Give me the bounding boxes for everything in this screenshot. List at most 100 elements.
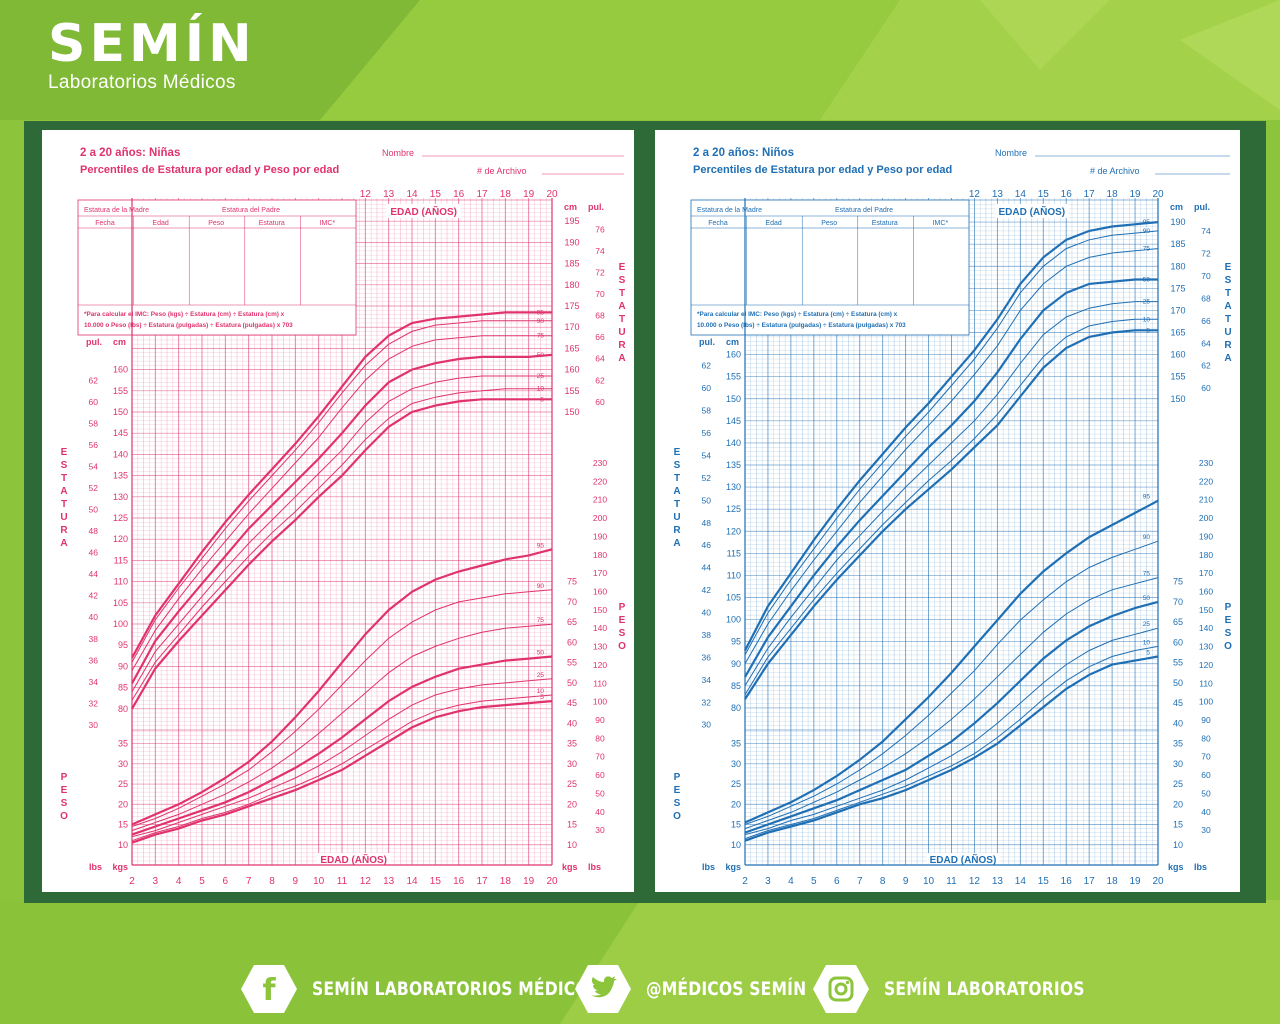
stature-inch-tick: 58 bbox=[702, 406, 712, 416]
weight-tick-left: 35 bbox=[731, 739, 741, 749]
weight-side-label-right: S bbox=[619, 628, 626, 639]
weight-side-label-right: E bbox=[619, 615, 626, 626]
stature-side-label: R bbox=[673, 525, 681, 536]
weight-side-label: S bbox=[61, 798, 68, 809]
table-column-header: Peso bbox=[821, 220, 837, 227]
table-column-header: IMC* bbox=[933, 220, 949, 227]
unit-lb-right: lbs bbox=[1194, 862, 1207, 872]
stature-inch-tick-right: 66 bbox=[595, 332, 605, 342]
age-tick-bottom: 16 bbox=[453, 876, 465, 887]
stature-tick-left: 140 bbox=[113, 449, 128, 459]
twitter-link[interactable]: @MÉDICOS SEMÍN bbox=[574, 958, 841, 1020]
weight-tick-right: 40 bbox=[567, 718, 577, 728]
stature-side-label: U bbox=[60, 512, 67, 523]
age-tick-bottom: 17 bbox=[1084, 876, 1096, 887]
stature-tick-left: 105 bbox=[113, 598, 128, 608]
stature-side-label: A bbox=[673, 538, 680, 549]
weight-tick-right: 45 bbox=[567, 698, 577, 708]
weight-side-label-right: P bbox=[619, 602, 626, 613]
stature-tick-left: 95 bbox=[731, 637, 741, 647]
stature-tick-right: 185 bbox=[564, 259, 579, 269]
age-tick-bottom: 4 bbox=[788, 876, 794, 887]
weight-tick-left: 10 bbox=[118, 840, 128, 850]
stature-percentile-label: 95 bbox=[1143, 219, 1151, 226]
stature-inch-tick: 62 bbox=[702, 361, 712, 371]
stature-inch-tick: 32 bbox=[89, 698, 99, 708]
stature-tick-left: 160 bbox=[726, 350, 741, 360]
footer-social-bar: f SEMÍN LABORATORIOS MÉDICOS @MÉDICOS SE… bbox=[0, 958, 1280, 1020]
stature-tick-left: 130 bbox=[726, 482, 741, 492]
weight-curve-p95 bbox=[131, 548, 553, 826]
stature-inch-tick: 46 bbox=[702, 540, 712, 550]
stature-tick-right: 195 bbox=[564, 216, 579, 226]
age-tick-bottom: 2 bbox=[742, 876, 748, 887]
facebook-link[interactable]: f SEMÍN LABORATORIOS MÉDICOS bbox=[240, 958, 663, 1020]
age-tick-top: 15 bbox=[430, 189, 442, 200]
weight-side-label: P bbox=[61, 772, 68, 783]
stature-percentile-label: 75 bbox=[537, 333, 545, 340]
age-tick-top: 19 bbox=[1129, 189, 1141, 200]
age-tick-bottom: 5 bbox=[199, 876, 205, 887]
stature-inch-tick: 50 bbox=[89, 505, 99, 515]
weight-percentile-label: 50 bbox=[537, 650, 545, 657]
weight-side-label-right: O bbox=[618, 641, 626, 652]
weight-side-label-right: P bbox=[1225, 602, 1232, 613]
unit-lb-right: lbs bbox=[588, 862, 601, 872]
age-tick-bottom: 19 bbox=[1129, 876, 1141, 887]
unit-lb-left: lbs bbox=[702, 862, 715, 872]
stature-tick-left: 100 bbox=[726, 615, 741, 625]
weight-lb-tick: 50 bbox=[1201, 788, 1211, 798]
table-column-header: IMC* bbox=[320, 220, 336, 227]
info-table bbox=[690, 199, 970, 336]
stature-tick-left: 110 bbox=[727, 570, 741, 580]
stature-inch-tick: 52 bbox=[702, 473, 712, 483]
stature-inch-tick-right: 62 bbox=[1201, 361, 1211, 371]
stature-tick-right: 190 bbox=[1170, 217, 1185, 227]
weight-lb-tick: 110 bbox=[1199, 678, 1213, 688]
stature-side-label-right: S bbox=[619, 275, 626, 286]
age-tick-bottom: 20 bbox=[546, 876, 558, 887]
stature-inch-tick: 48 bbox=[89, 526, 99, 536]
stature-percentile-label: 75 bbox=[1143, 246, 1151, 253]
weight-curve-p10 bbox=[131, 694, 553, 842]
stature-inch-tick-right: 74 bbox=[1201, 226, 1211, 236]
weight-tick-right: 55 bbox=[567, 658, 577, 668]
weight-lb-tick: 40 bbox=[1201, 807, 1211, 817]
stature-tick-left: 115 bbox=[727, 548, 741, 558]
instagram-link[interactable]: SEMÍN LABORATORIOS bbox=[812, 958, 1129, 1020]
weight-curve-p25 bbox=[131, 678, 553, 838]
stature-tick-left: 145 bbox=[726, 416, 741, 426]
stature-inch-tick: 36 bbox=[89, 655, 99, 665]
weight-curve-p10 bbox=[744, 645, 1159, 840]
boys-growth-chart: Estatura de la Madre Estatura del Padre Fe… bbox=[655, 130, 1240, 892]
weight-lb-tick: 170 bbox=[1199, 568, 1213, 578]
stature-curve-p50 bbox=[131, 353, 553, 684]
stature-tick-right: 155 bbox=[564, 386, 579, 396]
weight-lb-tick: 220 bbox=[1199, 476, 1213, 486]
weight-tick-right: 30 bbox=[567, 759, 577, 769]
weight-lb-tick: 90 bbox=[1201, 715, 1211, 725]
stature-side-label-right: T bbox=[619, 314, 625, 325]
age-tick-bottom: 7 bbox=[857, 876, 863, 887]
age-tick-bottom: 8 bbox=[269, 876, 275, 887]
bmi-note-1: *Para calcular el IMC: Peso (kgs) ÷ Esta… bbox=[84, 311, 285, 318]
weight-lb-tick: 130 bbox=[1199, 642, 1213, 652]
growth-chart-svg: Estatura de la Madre Estatura del Padre Fe… bbox=[60, 147, 626, 887]
age-tick-bottom: 3 bbox=[153, 876, 159, 887]
stature-tick-left: 125 bbox=[726, 504, 741, 514]
stature-percentile-label: 50 bbox=[1143, 277, 1151, 284]
age-tick-top: 16 bbox=[453, 189, 465, 200]
age-tick-bottom: 15 bbox=[430, 876, 442, 887]
age-tick-top: 12 bbox=[969, 189, 981, 200]
age-tick-bottom: 5 bbox=[811, 876, 817, 887]
weight-percentile-label: 50 bbox=[1143, 595, 1151, 602]
stature-curve-p90 bbox=[744, 230, 1159, 656]
stature-tick-left: 145 bbox=[113, 428, 128, 438]
weight-side-label: O bbox=[60, 811, 68, 822]
instagram-icon bbox=[812, 963, 870, 1015]
mother-stature-label: Estatura de la Madre bbox=[697, 207, 762, 214]
twitter-icon bbox=[574, 963, 632, 1015]
stature-inch-tick: 38 bbox=[89, 634, 99, 644]
age-tick-bottom: 6 bbox=[834, 876, 840, 887]
weight-side-label-right: O bbox=[1224, 641, 1232, 652]
